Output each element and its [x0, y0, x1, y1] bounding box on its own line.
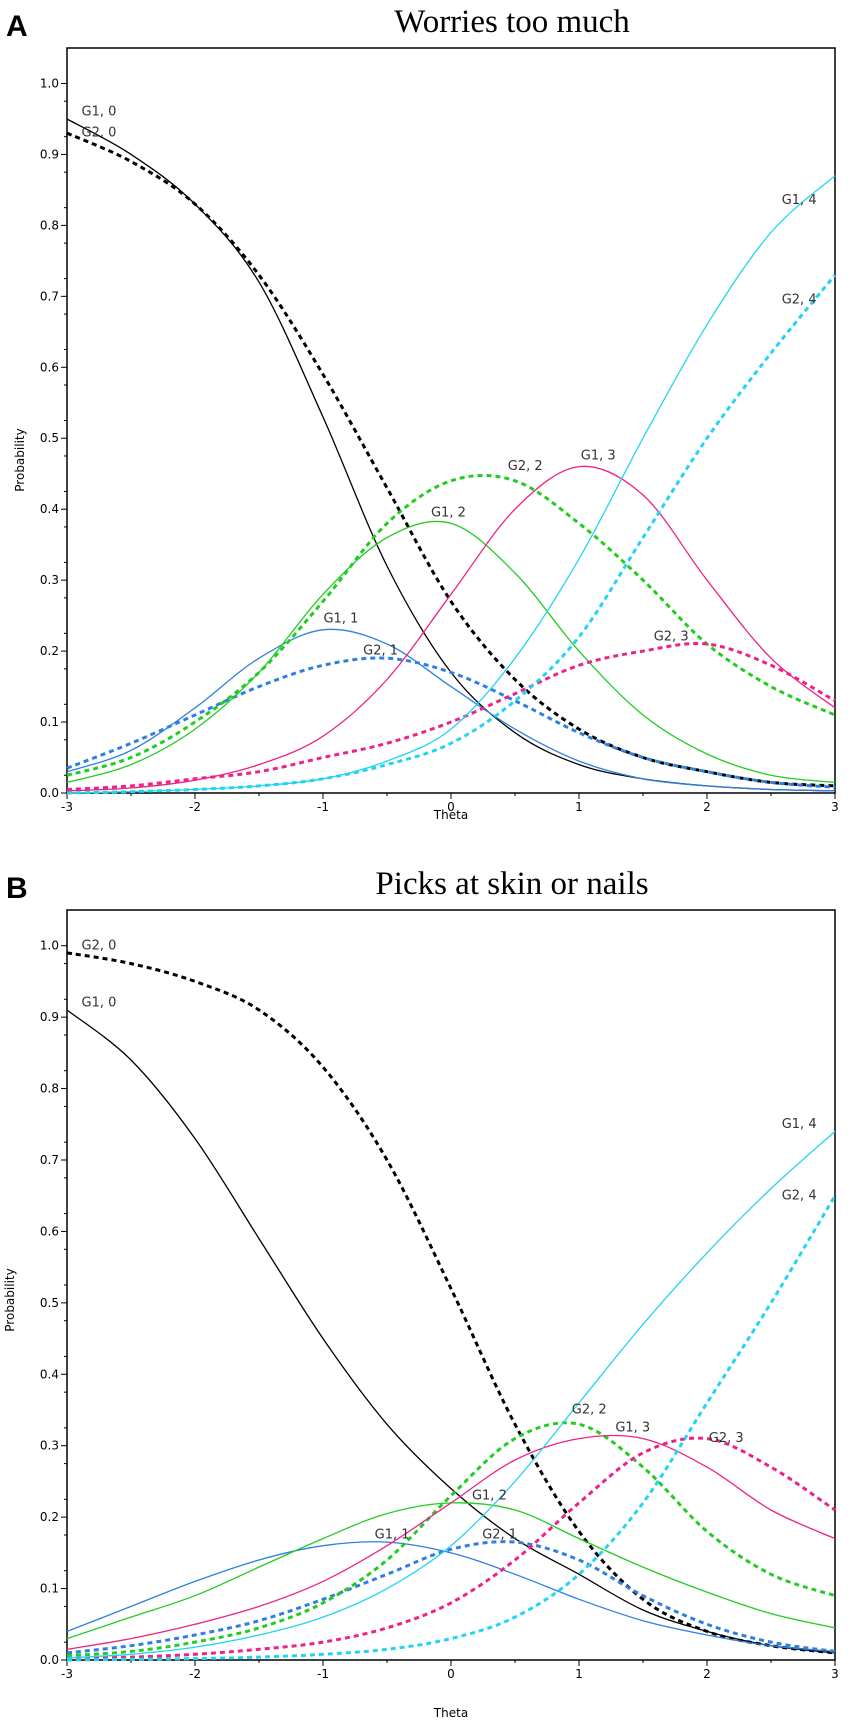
panel-a-y-tick-label: 0.7: [40, 289, 59, 303]
curve-g2-4: [66, 1194, 837, 1662]
panel-a-y-tick-label: 0.5: [40, 431, 59, 445]
curve-label-g1-0: G1, 0: [82, 995, 117, 1010]
panel-a-y-tick-label: 0.8: [40, 218, 59, 232]
curve-g1-1: [66, 1541, 836, 1653]
curve-label-g1-4: G1, 4: [782, 193, 817, 208]
curve-g1-4: [66, 1130, 836, 1659]
curve-label-g2-2: G2, 2: [508, 459, 543, 474]
panel-b-x-tick-label: 1: [575, 1667, 583, 1681]
panel-a-curve-labels: G1, 0 G2, 0 G1, 1 G2, 1 G1, 2 G2, 2 G1, 3 G2, 3…: [82, 104, 817, 658]
panel-b: B Picks at skin or nails Theta Probabili…: [3, 866, 839, 1720]
panel-a-y-tick-label: 0.4: [40, 502, 59, 516]
curve-g2-3: [66, 1436, 836, 1661]
curve-label-g2-3: G2, 3: [709, 1431, 744, 1446]
curve-g2-0: [66, 131, 836, 788]
curve-label-g2-1: G2, 1: [482, 1528, 517, 1543]
curve-label-g2-1: G2, 1: [363, 644, 398, 659]
panel-a-plot-frame: [66, 47, 836, 794]
curve-label-g1-1: G1, 1: [323, 612, 358, 627]
panel-a-title: Worries too much: [394, 4, 630, 40]
panel-a-ticks: 0.0 0.1 0.2 0.3 0.4 0.5 0.6 0.7 0.8 0.9 1.0 -3 -2 -1 0…: [40, 76, 839, 814]
panel-a-y-tick-label: 0.2: [40, 644, 59, 658]
panel-a-x-tick-label: 1: [575, 800, 583, 814]
curve-label-g2-0: G2, 0: [82, 938, 117, 953]
curve-label-g2-4: G2, 4: [782, 1188, 817, 1203]
curve-g1-0: [66, 1009, 836, 1654]
curve-g1-3: [66, 465, 836, 792]
panel-b-y-tick-label: 0.8: [40, 1082, 59, 1096]
panel-b-x-tick-label: 0: [447, 1667, 455, 1681]
curve-g1-3: [66, 1434, 836, 1650]
panel-b-y-axis-label: Probability: [3, 1268, 17, 1331]
panel-a-x-tick-label: -3: [61, 800, 73, 814]
panel-a-y-tick-label: 0.9: [40, 147, 59, 161]
panel-a-x-tick-label: 0: [447, 800, 455, 814]
curve-g2-2: [66, 474, 836, 777]
panel-b-x-tick-label: 2: [703, 1667, 711, 1681]
curve-label-g2-2: G2, 2: [572, 1403, 607, 1418]
curve-label-g2-3: G2, 3: [654, 629, 689, 644]
curve-g1-4: [66, 175, 836, 794]
panel-a-y-tick-label: 0.6: [40, 360, 59, 374]
curve-label-g1-2: G1, 2: [472, 1488, 507, 1503]
panel-b-x-tick-label: -1: [317, 1667, 329, 1681]
panel-b-y-tick-label: 0.5: [40, 1296, 59, 1310]
curve-g2-3: [66, 641, 836, 791]
panel-b-x-tick-label: -2: [189, 1667, 201, 1681]
curve-label-g1-0: G1, 0: [82, 104, 117, 119]
curve-g1-0: [66, 118, 836, 792]
curve-label-g1-2: G1, 2: [431, 505, 466, 520]
panel-b-y-tick-label: 0.4: [40, 1367, 59, 1381]
panel-a-curves: [66, 118, 837, 795]
panel-a-y-tick-label: 0.0: [40, 786, 59, 800]
panel-a-x-axis-label: Theta: [433, 808, 468, 822]
panel-a-y-tick-label: 0.1: [40, 715, 59, 729]
curve-g2-0: [66, 951, 836, 1655]
curve-label-g1-3: G1, 3: [615, 1420, 650, 1435]
curve-label-g2-4: G2, 4: [782, 292, 817, 307]
panel-a-x-tick-label: -1: [317, 800, 329, 814]
curve-label-g1-4: G1, 4: [782, 1117, 817, 1132]
panel-b-plot-frame: [66, 909, 836, 1661]
curve-label-g2-0: G2, 0: [82, 126, 117, 141]
panel-b-y-tick-label: 0.2: [40, 1510, 59, 1524]
panel-a-x-tick-label: 2: [703, 800, 711, 814]
panel-a-letter: A: [6, 10, 28, 43]
panel-b-y-tick-label: 0.7: [40, 1153, 59, 1167]
panel-a-x-tick-label: 3: [831, 800, 839, 814]
panel-a-y-axis-label: Probability: [13, 428, 27, 491]
panel-a: A Worries too much Theta Probability 0.0…: [6, 4, 839, 822]
panel-b-y-tick-label: 0.6: [40, 1224, 59, 1238]
curve-g2-1: [66, 1540, 836, 1655]
panel-b-curves: [66, 951, 837, 1662]
curve-label-g1-3: G1, 3: [581, 449, 616, 464]
panel-a-y-tick-label: 1.0: [40, 76, 59, 90]
panel-b-x-axis-label: Theta: [433, 1706, 468, 1720]
panel-a-x-tick-label: -2: [189, 800, 201, 814]
panel-b-title: Picks at skin or nails: [375, 866, 648, 902]
panel-b-y-tick-label: 0.9: [40, 1010, 59, 1024]
panel-b-y-tick-label: 1.0: [40, 939, 59, 953]
curve-g1-2: [66, 1502, 836, 1640]
panel-b-y-tick-label: 0.3: [40, 1439, 59, 1453]
curve-label-g1-1: G1, 1: [375, 1528, 410, 1543]
panel-b-y-tick-label: 0.0: [40, 1653, 59, 1667]
panel-b-x-tick-label: -3: [61, 1667, 73, 1681]
curve-g2-2: [66, 1421, 836, 1658]
panel-b-curve-labels: G2, 0 G1, 0 G1, 1 G2, 1 G1, 2 G2, 2 G1, 3 G2, 3…: [82, 938, 817, 1542]
panel-a-y-tick-label: 0.3: [40, 573, 59, 587]
panel-b-letter: B: [6, 872, 28, 905]
curve-g2-4: [66, 274, 837, 795]
curve-g1-1: [66, 628, 836, 792]
curve-g2-1: [66, 656, 836, 789]
panel-b-y-tick-label: 0.1: [40, 1582, 59, 1596]
curve-g1-2: [66, 520, 836, 784]
panel-b-ticks: 0.0 0.1 0.2 0.3 0.4 0.5 0.6 0.7 0.8 0.9 1.0 -3 -2 -1 0…: [40, 939, 839, 1681]
panel-b-x-tick-label: 3: [831, 1667, 839, 1681]
